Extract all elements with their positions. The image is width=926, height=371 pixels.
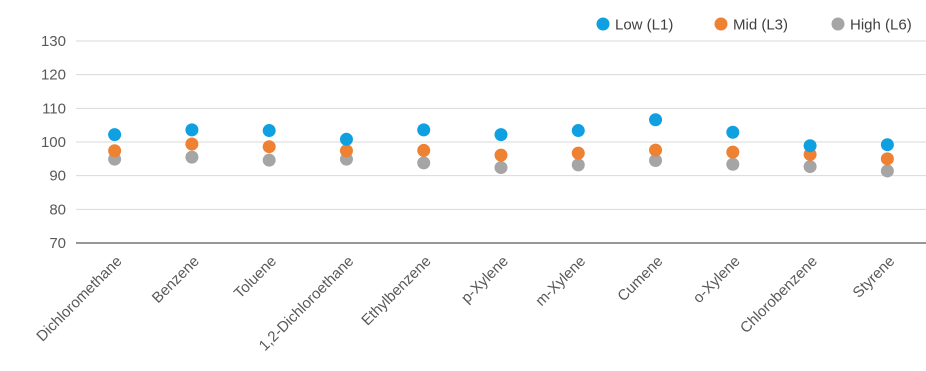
x-axis-category-labels: Dichloromethane Benzene Toluene1,2-Dichlor… <box>33 253 898 355</box>
data-point <box>803 139 817 153</box>
x-category-label: p-Xylene <box>458 253 512 307</box>
data-point <box>339 144 353 158</box>
data-point <box>649 143 663 157</box>
data-point <box>803 160 817 174</box>
data-point <box>185 137 199 151</box>
data-point <box>262 153 276 167</box>
data-point <box>880 164 894 178</box>
legend-entry: Mid (L3) <box>714 17 788 34</box>
y-tick-label: 70 <box>49 235 66 252</box>
y-tick-label: 80 <box>49 201 66 218</box>
data-point <box>339 132 353 146</box>
y-tick-label: 130 <box>41 33 66 50</box>
legend-marker <box>596 17 610 31</box>
legend-label: Mid (L3) <box>733 17 788 34</box>
x-category-label: Dichloromethane <box>33 253 125 345</box>
data-point <box>262 124 276 138</box>
data-point <box>880 138 894 152</box>
x-category-label: Chlorobenzene <box>737 253 821 337</box>
data-point <box>185 123 199 137</box>
data-point <box>417 123 431 137</box>
data-point <box>417 156 431 170</box>
y-tick-label: 100 <box>41 134 66 151</box>
legend-label: Low (L1) <box>615 17 673 34</box>
data-point <box>108 128 122 142</box>
data-point <box>880 152 894 166</box>
data-point <box>571 124 585 138</box>
data-point <box>108 144 122 158</box>
data-point <box>726 157 740 171</box>
data-point <box>726 145 740 159</box>
legend-label: High (L6) <box>850 17 912 34</box>
data-point <box>494 161 508 175</box>
x-category-label: Toluene <box>231 253 280 302</box>
data-point <box>494 148 508 162</box>
data-points <box>108 113 894 178</box>
data-point <box>417 143 431 157</box>
y-axis-tick-labels: 70 80 90 100 110 120 130 <box>41 33 66 252</box>
x-category-label: Styrene <box>850 253 899 302</box>
data-point <box>185 150 199 164</box>
y-tick-label: 90 <box>49 168 66 185</box>
data-point <box>262 140 276 154</box>
x-category-label: Ethylbenzene <box>358 253 434 329</box>
data-point <box>494 128 508 142</box>
legend-entry: Low (L1) <box>596 17 673 34</box>
x-category-label: o-Xylene <box>690 253 744 307</box>
legend: Low (L1) Mid (L3) High (L6) <box>596 17 912 34</box>
data-point <box>649 113 663 127</box>
legend-marker <box>831 17 845 31</box>
x-category-label: Benzene <box>149 253 203 307</box>
data-point <box>571 146 585 160</box>
legend-entry: High (L6) <box>831 17 912 34</box>
legend-marker <box>714 17 728 31</box>
y-tick-label: 120 <box>41 67 66 84</box>
data-point <box>726 125 740 139</box>
gridlines <box>76 40 926 244</box>
y-tick-label: 110 <box>42 100 66 117</box>
x-category-label: m-Xylene <box>532 253 589 310</box>
data-point <box>649 154 663 168</box>
data-point <box>571 158 585 172</box>
x-category-label: Cumene <box>614 253 666 305</box>
